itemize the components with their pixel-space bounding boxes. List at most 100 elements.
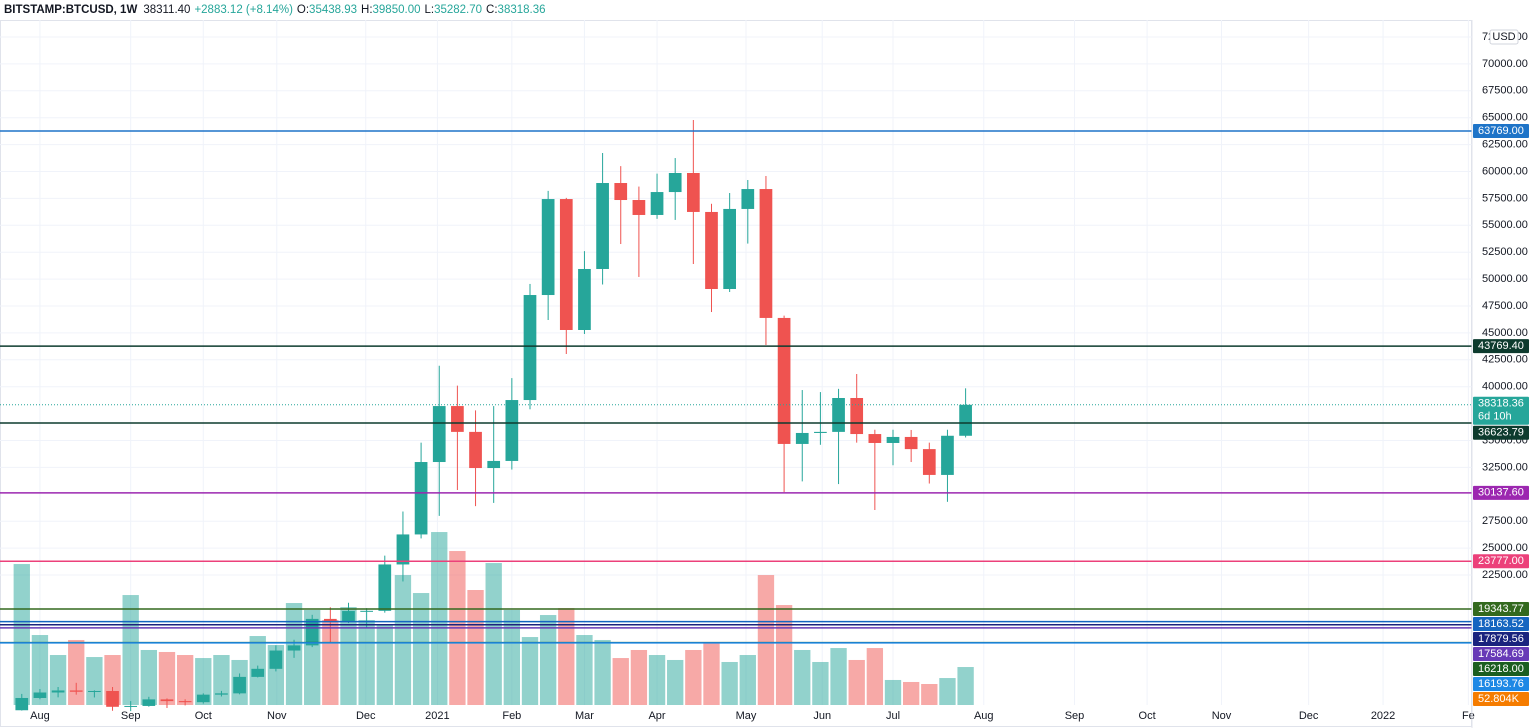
currency: USD <box>1492 31 1515 43</box>
volume-bar <box>957 667 974 705</box>
price-label-box <box>1473 123 1529 138</box>
candle-body <box>51 690 65 693</box>
volume-bar <box>431 532 448 705</box>
volume-bar <box>667 659 684 705</box>
y-tick-label: 40000.00 <box>1482 381 1528 393</box>
symbol: BITSTAMP:BTCUSD, 1W <box>4 4 137 16</box>
y-tick-label: 47500.00 <box>1482 300 1528 312</box>
currency-box <box>1489 29 1519 45</box>
candle-body <box>741 189 755 209</box>
x-tick-label: Jul <box>886 710 900 722</box>
volume-bar <box>394 575 412 705</box>
price-label: 19343.77 <box>1478 603 1524 615</box>
candle-body <box>378 564 392 611</box>
chart-header: BITSTAMP:BTCUSD, 1W 38311.40 +2883.12 (+8.… <box>4 4 546 16</box>
volume-bar <box>775 605 793 705</box>
candle-body <box>868 434 882 443</box>
volume-bar <box>884 679 902 705</box>
price-label: 36623.79 <box>1478 427 1524 439</box>
ohlc-key: O: <box>297 4 309 16</box>
x-tick-label: Mar <box>575 710 594 722</box>
candle-body <box>451 406 464 432</box>
volume-bar <box>68 639 85 705</box>
volume-bar <box>195 658 212 705</box>
volume-bar <box>122 595 139 705</box>
volume-bar <box>576 635 593 705</box>
y-tick-label: 65000.00 <box>1482 112 1528 124</box>
price-label-box <box>1473 396 1529 425</box>
x-tick-label: Aug <box>30 710 50 722</box>
x-tick-label: 2022 <box>1371 710 1395 722</box>
volume-bar <box>848 659 865 705</box>
volume-bar <box>13 564 30 705</box>
candle-body <box>215 693 228 695</box>
candle-body <box>904 436 918 450</box>
candle-body <box>178 701 192 703</box>
y-tick-label: 42500.00 <box>1482 354 1528 366</box>
price-label-box <box>1473 485 1529 500</box>
candle-body <box>941 435 954 475</box>
axes: 22500.0025000.0027500.0032500.0035000.00… <box>30 20 1529 728</box>
y-tick-label: 32500.00 <box>1482 461 1528 473</box>
volume-bar <box>630 649 648 705</box>
candle-body <box>559 199 573 330</box>
ohlc-value: 38318.36 <box>498 4 546 16</box>
candle-body <box>922 449 936 475</box>
price-label: 63769.00 <box>1478 125 1524 137</box>
price-label-box <box>1473 616 1529 631</box>
volume-bar <box>558 608 575 705</box>
price-label-box <box>1473 691 1529 706</box>
x-tick-label: Aug <box>974 710 994 722</box>
candle-body <box>614 183 628 201</box>
ohlc-key: H: <box>361 4 373 16</box>
volume-bar <box>322 619 339 705</box>
price-label-box <box>1473 676 1529 691</box>
candle-body <box>686 173 700 212</box>
volume-bar <box>648 655 666 705</box>
candle-body <box>342 611 355 622</box>
price-label: 18163.52 <box>1478 618 1524 630</box>
price-label: 52.804K <box>1478 693 1520 705</box>
volume-bar <box>86 657 103 705</box>
y-tick-label: 22500.00 <box>1482 569 1528 581</box>
x-tick-label: Sep <box>121 710 141 722</box>
volume-bar <box>539 615 557 705</box>
ohlc-value: 35282.70 <box>434 4 482 16</box>
candle-body <box>88 690 101 692</box>
y-tick-label: 52500.00 <box>1482 246 1528 258</box>
candle-body <box>396 534 410 565</box>
ohlc-value: 35438.93 <box>309 4 357 16</box>
volume-bar <box>376 625 393 705</box>
y-tick-label: 67500.00 <box>1482 85 1528 97</box>
price-label: 16193.76 <box>1478 678 1524 690</box>
candle-body <box>251 668 265 677</box>
volume-bar <box>49 655 67 705</box>
price-label: 23777.00 <box>1478 555 1524 567</box>
plot <box>0 119 1472 712</box>
candle-body <box>233 676 246 694</box>
candle-body <box>777 317 791 444</box>
x-tick-label: Oct <box>1139 710 1156 722</box>
volume-bar <box>921 684 938 705</box>
candle-body <box>287 645 301 651</box>
candle-body <box>487 460 501 469</box>
volume-bar <box>594 639 611 705</box>
volume-bar <box>140 649 158 705</box>
grid <box>0 20 1472 705</box>
candle-body <box>269 650 283 669</box>
candle-body <box>759 189 773 318</box>
volume-bar <box>794 649 811 705</box>
price-label: 43769.40 <box>1478 340 1524 352</box>
candle-body <box>106 690 119 707</box>
x-tick-label: Fe <box>1462 710 1475 722</box>
price-label-box <box>1473 661 1529 676</box>
candle-body <box>469 431 482 469</box>
x-tick-label: Nov <box>267 710 287 722</box>
y-tick-label: 25000.00 <box>1482 542 1528 554</box>
candle-body <box>832 397 845 432</box>
candle-body <box>505 400 519 461</box>
price-label: 6d 10h <box>1478 411 1512 423</box>
price-label-box <box>1473 646 1529 661</box>
